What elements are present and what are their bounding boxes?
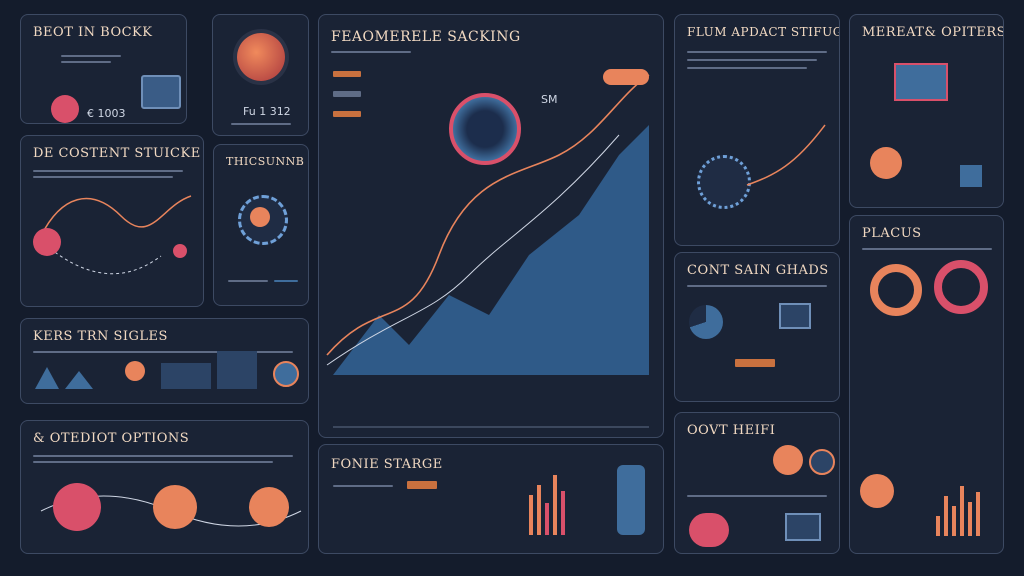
device-icon xyxy=(141,75,181,109)
building-icons xyxy=(35,351,257,389)
ring-chart-icon-2 xyxy=(934,260,988,314)
panel-title: FEAOMERELE SACKING xyxy=(331,29,521,45)
panel-title: THICSUNNB xyxy=(226,155,305,168)
panel-title: & OTEDIOT OPTIONS xyxy=(33,431,190,446)
toggle-button[interactable] xyxy=(603,69,649,85)
panel-title: PLACUS xyxy=(862,226,922,241)
planet-value: Fu 1 312 xyxy=(243,105,291,118)
panel-de-costent: DE COSTENT STUICKE xyxy=(20,135,204,307)
option-node-2-icon xyxy=(153,485,197,529)
value-readout: € 1003 xyxy=(87,107,126,120)
box-icon xyxy=(960,165,982,187)
burst-icon xyxy=(697,155,751,209)
panel-title: KERS TRN SIGLES xyxy=(33,329,168,344)
area-chart xyxy=(326,74,650,428)
target-dial-icon xyxy=(449,93,521,165)
panel-title: BEOT IN BOCKK xyxy=(33,25,153,40)
monitor-icon xyxy=(785,513,821,541)
globe-icon-2 xyxy=(273,361,299,387)
robot-icon xyxy=(617,465,645,535)
drum-icon xyxy=(689,513,729,547)
panel-cont-sain-ghads: CONT SAIN GHADS xyxy=(674,252,840,402)
option-node-1-icon xyxy=(53,483,101,531)
pink-badge-icon xyxy=(51,95,79,123)
panel-oovt-heifi: OOVT HEIFI xyxy=(674,412,840,554)
panel-mereat-opiters: MEREAT& OPITERS xyxy=(849,14,1004,208)
panel-title: FLUM APDACT STIFUGES xyxy=(687,25,839,39)
orange-badge-icon xyxy=(773,445,803,475)
mini-bars xyxy=(936,486,980,536)
trend-line xyxy=(746,124,826,186)
panel-title: MEREAT& OPITERS xyxy=(862,25,1004,40)
panel-flum-apdact: FLUM APDACT STIFUGES xyxy=(674,14,840,246)
panel-planet: Fu 1 312 xyxy=(212,14,309,136)
monitor-icon xyxy=(894,63,948,101)
pink-node-icon xyxy=(33,228,61,256)
panel-thumb-icon xyxy=(779,303,811,329)
pink-node-small-icon xyxy=(173,244,187,258)
orange-node-icon xyxy=(860,474,894,508)
panel-feaomerele-sacking: FEAOMERELE SACKING SM xyxy=(318,14,664,438)
globe-icon xyxy=(125,361,145,381)
panel-title: FONIE STARGE xyxy=(331,457,443,472)
orange-node-icon xyxy=(870,147,902,179)
option-node-3-icon xyxy=(249,487,289,527)
chart-readout: SM xyxy=(541,93,558,106)
blue-badge-icon xyxy=(809,449,835,475)
panel-thicsunnb: THICSUNNB xyxy=(213,144,309,306)
panel-beot-in-bockk: BEOT IN BOCKK € 1003 xyxy=(20,14,187,124)
planet-icon xyxy=(237,33,285,81)
panel-kers-trn-sigles: KERS TRN SIGLES xyxy=(20,318,309,404)
panel-fonie-starge: FONIE STARGE xyxy=(318,444,664,554)
panel-title: DE COSTENT STUICKE xyxy=(33,146,201,161)
panel-otediot-options: & OTEDIOT OPTIONS xyxy=(20,420,309,554)
ring-chart-icon xyxy=(870,264,922,316)
panel-title: OOVT HEIFI xyxy=(687,423,776,438)
pie-icon xyxy=(689,305,723,339)
panel-title: CONT SAIN GHADS xyxy=(687,263,829,278)
mini-bars xyxy=(529,475,565,535)
panel-placus: PLACUS xyxy=(849,215,1004,554)
flow-diagram xyxy=(40,195,192,275)
